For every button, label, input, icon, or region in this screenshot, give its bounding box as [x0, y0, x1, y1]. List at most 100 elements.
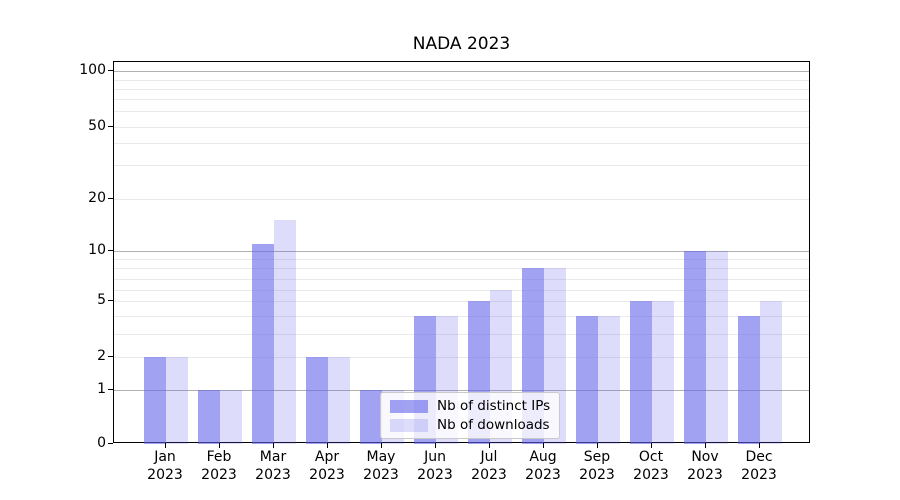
bar-downloads-oct: [652, 301, 674, 444]
y-tick: [108, 250, 113, 252]
legend-swatch-downloads: [390, 418, 428, 432]
bar-ips-dec: [738, 315, 760, 444]
bar-downloads-sep: [598, 315, 620, 444]
x-tick-year: 2023: [579, 466, 615, 483]
x-tick-year: 2023: [471, 466, 507, 483]
gridline-minor: [114, 290, 809, 291]
bar-downloads-jan: [166, 357, 188, 444]
y-tick: [108, 443, 113, 445]
x-tick: [435, 443, 437, 448]
x-tick-year: 2023: [741, 466, 777, 483]
x-tick-year: 2023: [525, 466, 561, 483]
gridline-major: [114, 389, 809, 391]
legend-item: Nb of distinct IPs: [390, 398, 550, 414]
gridline-minor: [114, 279, 809, 280]
x-tick-month: Mar: [259, 449, 287, 465]
x-tick-year: 2023: [201, 466, 237, 483]
bar-ips-may: [360, 389, 382, 444]
gridline-minor: [114, 88, 809, 90]
x-tick-label: Dec 2023: [727, 449, 791, 484]
bar-ips-oct: [630, 301, 652, 444]
x-tick-year: 2023: [633, 466, 669, 483]
x-tick-month: Aug: [529, 449, 557, 465]
y-tick: [108, 300, 113, 302]
bar-downloads-mar: [274, 219, 296, 444]
x-tick: [381, 443, 383, 448]
x-tick-month: Dec: [745, 449, 773, 465]
y-tick-label: 5: [97, 292, 106, 308]
x-tick-month: Jul: [480, 449, 498, 465]
x-tick: [597, 443, 599, 448]
gridline-minor: [114, 99, 809, 100]
x-tick-month: Jan: [154, 449, 176, 465]
y-tick: [108, 70, 113, 72]
x-tick-month: Jun: [424, 449, 446, 465]
gridline-minor: [114, 127, 809, 128]
gridline-minor: [114, 199, 809, 200]
x-tick-year: 2023: [687, 466, 723, 483]
bar-downloads-nov: [706, 251, 728, 444]
y-tick-label: 10: [88, 242, 106, 258]
plot-area: [113, 61, 810, 444]
x-tick-year: 2023: [309, 466, 345, 483]
y-tick: [108, 388, 113, 390]
gridline-minor: [114, 267, 809, 269]
y-tick: [108, 356, 113, 358]
gridline-minor: [114, 259, 809, 260]
x-tick-month: Feb: [206, 449, 232, 465]
x-tick: [489, 443, 491, 448]
bar-ips-nov: [684, 251, 706, 444]
x-tick-label: Jul 2023: [457, 449, 521, 484]
x-tick: [705, 443, 707, 448]
legend-label: Nb of downloads: [437, 417, 550, 433]
x-tick-label: May 2023: [349, 449, 413, 484]
bar-downloads-feb: [220, 389, 242, 444]
x-tick: [759, 443, 761, 448]
x-tick-label: Feb 2023: [187, 449, 251, 484]
gridline-minor: [114, 301, 809, 302]
x-tick: [273, 443, 275, 448]
gridline-minor: [114, 165, 809, 166]
y-tick-label: 50: [88, 118, 106, 134]
bar-ips-mar: [252, 243, 274, 444]
x-tick-label: Nov 2023: [673, 449, 737, 484]
x-tick-month: Nov: [691, 449, 719, 465]
chart-title: NADA 2023: [412, 34, 511, 54]
y-tick-label: 20: [88, 190, 106, 206]
y-tick-label: 2: [97, 348, 106, 364]
legend: Nb of distinct IPs Nb of downloads: [380, 392, 561, 439]
x-tick: [327, 443, 329, 448]
bar-downloads-dec: [760, 301, 782, 444]
gridline-minor: [114, 357, 809, 358]
x-tick: [651, 443, 653, 448]
gridline-major: [114, 251, 809, 252]
gridline-minor: [114, 143, 809, 144]
y-tick-label: 100: [79, 62, 106, 78]
legend-item: Nb of downloads: [390, 417, 550, 433]
bar-downloads-apr: [328, 357, 350, 444]
y-tick-label: 0: [97, 435, 106, 451]
gridline-minor: [114, 79, 809, 81]
x-tick: [165, 443, 167, 448]
y-tick: [108, 198, 113, 200]
x-tick-label: Jun 2023: [403, 449, 467, 484]
bar-ips-feb: [198, 389, 220, 444]
gridline-minor: [114, 334, 809, 335]
y-tick-label: 1: [97, 380, 106, 397]
x-tick-label: Sep 2023: [565, 449, 629, 484]
x-tick-year: 2023: [255, 466, 291, 483]
x-tick-month: Oct: [638, 449, 664, 465]
gridline-minor: [114, 315, 809, 317]
bar-ips-sep: [576, 315, 598, 444]
x-tick: [219, 443, 221, 448]
x-tick-label: Mar 2023: [241, 449, 305, 484]
x-tick-label: Oct 2023: [619, 449, 683, 484]
x-tick-label: Aug 2023: [511, 449, 575, 484]
gridline-minor: [114, 111, 809, 112]
x-tick-year: 2023: [417, 466, 453, 483]
x-tick-label: Apr 2023: [295, 449, 359, 484]
bar-ips-apr: [306, 357, 328, 444]
x-tick-month: May: [366, 449, 396, 465]
legend-swatch-distinct-ips: [390, 399, 428, 413]
